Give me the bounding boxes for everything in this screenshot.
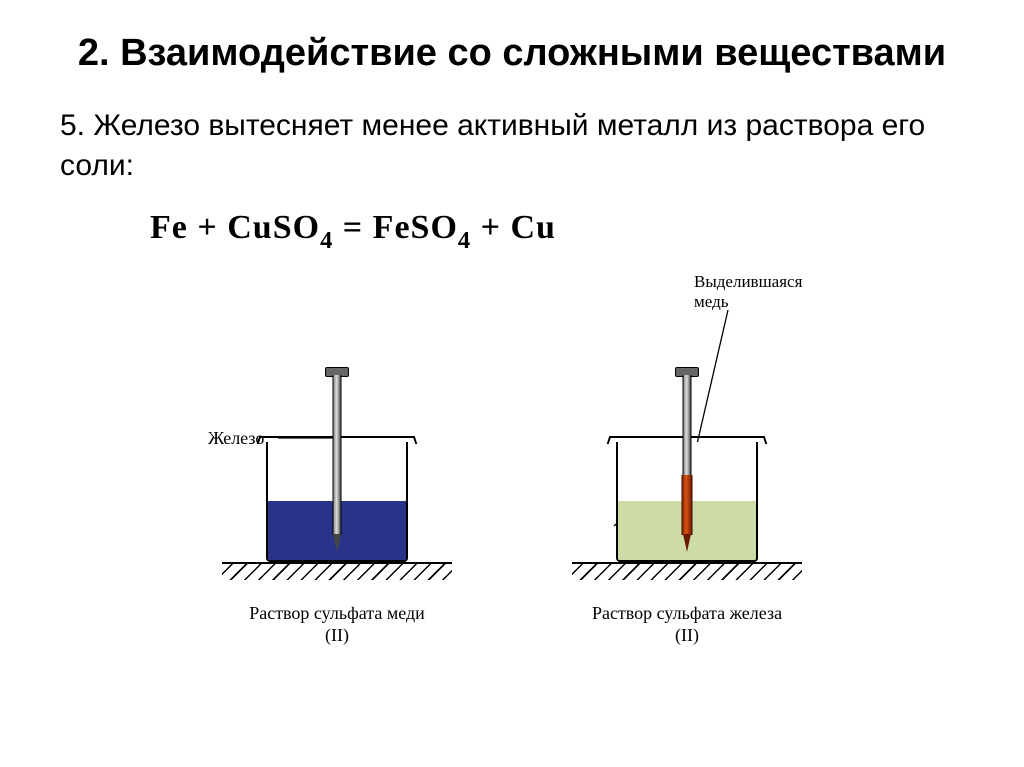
ground-hatch-icon (572, 564, 802, 580)
eq-cuso: CuSO (227, 209, 320, 246)
nail-iron-icon (332, 367, 342, 552)
eq-feso: FeSO (373, 209, 458, 246)
label-copper: Выделившаяся медь (694, 272, 802, 311)
panel-before: Железо Раствор сульфата меди (II) (202, 270, 472, 610)
caption-left: Раствор сульфата меди (II) (237, 603, 437, 646)
nail-copper-icon (682, 367, 692, 552)
label-iron: Железо (208, 428, 264, 449)
eq-fe: Fe (150, 209, 188, 246)
caption-right: Раствор сульфата железа (II) (587, 603, 787, 646)
slide-body: 5. Железо вытесняет менее активный метал… (60, 106, 964, 187)
slide: 2. Взаимодействие со сложными веществами… (0, 0, 1024, 767)
diagram: Железо Раствор сульфата меди (II) Выдели… (60, 270, 964, 610)
ground-hatch-icon (222, 564, 452, 580)
eq-cu: Cu (511, 209, 556, 246)
panel-after: Выделившаяся медь Раствор сульфата желез… (552, 270, 822, 610)
equation: Fe + CuSO4 = FeSO4 + Cu (150, 209, 964, 253)
slide-title: 2. Взаимодействие со сложными веществами (60, 30, 964, 78)
